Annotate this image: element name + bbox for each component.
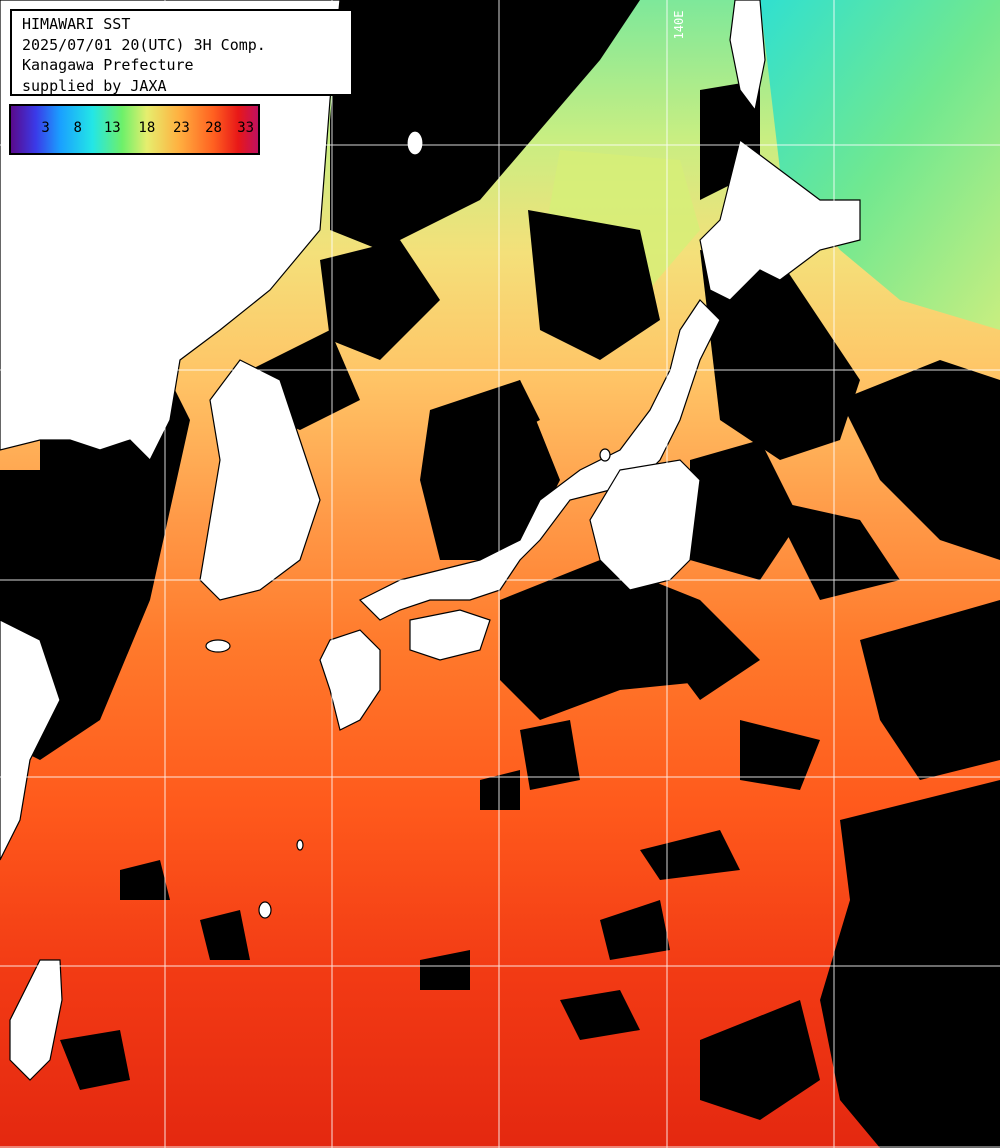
colorbar-tick: 3 [41,120,50,136]
longitude-label-text: 140E [672,10,686,40]
temperature-colorbar: 3 8 13 18 23 28 33 [9,104,260,155]
title-line-2: 2025/07/01 20(UTC) 3H Comp. [22,35,266,54]
colorbar-tick: 13 [103,120,121,136]
colorbar-tick: 18 [138,120,156,136]
title-line-4: supplied by JAXA [22,76,167,95]
title-box: HIMAWARI SST 2025/07/01 20(UTC) 3H Comp.… [10,9,353,96]
colorbar-tick: 28 [205,120,222,136]
title-line-3: Kanagawa Prefecture [22,56,194,74]
colorbar-tick: 33 [237,120,255,136]
longitude-label-140e: 140E [668,6,690,44]
cold-water-northeast [760,0,1000,330]
colorbar-ticks: 3 8 13 18 23 28 33 [11,120,258,140]
colorbar-tick: 23 [172,120,190,136]
colorbar-tick: 8 [73,120,82,136]
title-line-1: HIMAWARI SST [22,15,131,33]
